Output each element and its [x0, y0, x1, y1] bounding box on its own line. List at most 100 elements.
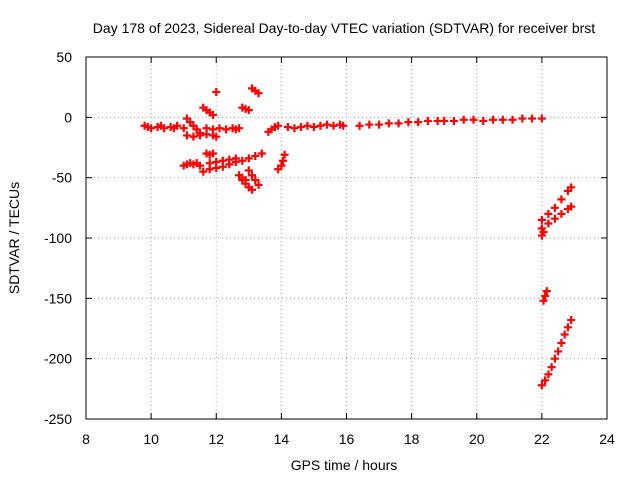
data-point — [280, 150, 289, 159]
data-point — [518, 114, 527, 123]
data-point — [469, 115, 478, 124]
y-tick-label: -250 — [44, 411, 72, 427]
data-point — [544, 209, 553, 218]
plot-frame — [85, 56, 608, 420]
data-point — [384, 119, 393, 128]
data-point — [143, 122, 152, 131]
data-point — [563, 323, 572, 332]
data-point — [557, 338, 566, 347]
data-point — [498, 115, 507, 124]
data-point — [205, 159, 214, 168]
data-point — [254, 180, 263, 189]
x-tick-label: 14 — [274, 431, 290, 447]
y-tick-label: 0 — [64, 109, 72, 125]
data-point — [254, 89, 263, 98]
data-point — [225, 155, 234, 164]
data-point — [195, 161, 204, 170]
data-point — [550, 203, 559, 212]
data-point — [248, 171, 257, 180]
x-tick-label: 12 — [208, 431, 224, 447]
data-point — [309, 122, 318, 131]
data-point — [222, 125, 231, 134]
data-point — [257, 149, 266, 158]
data-point — [567, 183, 576, 192]
data-point — [539, 227, 548, 236]
data-point — [156, 121, 165, 130]
data-point — [550, 354, 559, 363]
data-point — [303, 121, 312, 130]
data-point — [539, 296, 548, 305]
data-series — [140, 84, 576, 390]
data-point — [414, 118, 423, 127]
data-point — [508, 115, 517, 124]
data-point — [279, 156, 288, 165]
data-point — [248, 185, 257, 194]
data-point — [567, 202, 576, 211]
data-point — [290, 124, 299, 133]
data-point — [550, 214, 559, 223]
data-point — [355, 121, 364, 130]
data-point — [394, 119, 403, 128]
data-point — [557, 195, 566, 204]
data-point — [459, 115, 468, 124]
data-point — [208, 149, 217, 158]
data-point — [329, 121, 338, 130]
data-point — [375, 120, 384, 129]
chart-title: Day 178 of 2023, Sidereal Day-to-day VTE… — [93, 20, 595, 36]
data-point — [215, 124, 224, 133]
data-point — [212, 87, 221, 96]
data-point — [544, 370, 553, 379]
data-point — [296, 122, 305, 131]
data-point — [489, 115, 498, 124]
data-point — [212, 132, 221, 141]
data-point — [557, 209, 566, 218]
data-point — [528, 114, 537, 123]
data-point — [554, 347, 563, 356]
data-point — [537, 114, 546, 123]
data-point — [537, 381, 546, 390]
data-point — [244, 106, 253, 115]
x-tick-label: 22 — [534, 431, 550, 447]
y-axis-label: SDTVAR / TECUs — [6, 182, 22, 294]
data-point — [316, 121, 325, 130]
data-point — [547, 363, 556, 372]
data-point — [179, 124, 188, 133]
data-point — [283, 122, 292, 131]
data-point — [244, 154, 253, 163]
data-point — [231, 154, 240, 163]
axis-ticks: 8 10 12 14 16 18 20 22 24 50 0 -50 -100 -150 -200 -250 — [44, 49, 615, 447]
x-tick-label: 8 — [82, 431, 90, 447]
data-point — [440, 116, 449, 125]
data-point — [423, 116, 432, 125]
data-point — [404, 118, 413, 127]
data-point — [251, 176, 260, 185]
y-tick-label: 50 — [56, 49, 72, 65]
data-point — [277, 161, 286, 170]
x-tick-label: 16 — [339, 431, 355, 447]
data-point — [199, 167, 208, 176]
y-tick-label: -50 — [52, 170, 72, 186]
data-point — [202, 124, 211, 133]
data-point — [567, 316, 576, 325]
x-axis-label: GPS time / hours — [291, 457, 398, 473]
y-tick-label: -150 — [44, 290, 72, 306]
data-point — [541, 291, 550, 300]
data-point — [238, 156, 247, 165]
data-point — [208, 110, 217, 119]
data-point — [244, 166, 253, 175]
x-tick-label: 10 — [143, 431, 159, 447]
data-point — [251, 151, 260, 160]
data-point — [449, 116, 458, 125]
data-point — [542, 287, 551, 296]
data-point — [208, 125, 217, 134]
y-tick-label: -200 — [44, 351, 72, 367]
data-point — [169, 124, 178, 133]
data-point — [541, 376, 550, 385]
data-point — [189, 132, 198, 141]
data-point — [241, 176, 250, 185]
data-point — [274, 121, 283, 130]
data-point — [544, 219, 553, 228]
y-tick-label: -100 — [44, 230, 72, 246]
data-point — [339, 121, 348, 130]
